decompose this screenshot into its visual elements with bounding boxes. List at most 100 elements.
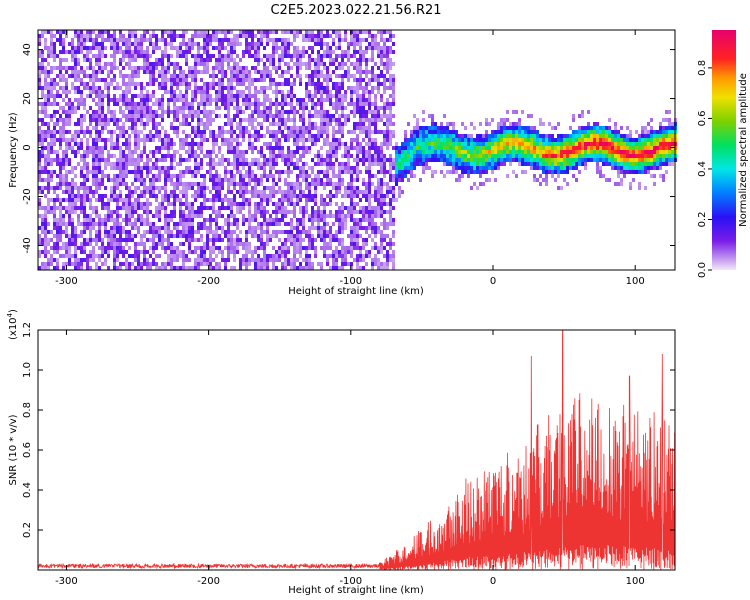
- spectrogram-cell: [134, 258, 137, 262]
- spectrogram-cell: [164, 110, 167, 114]
- spectrogram-cell: [224, 98, 227, 102]
- spectrogram-cell: [146, 198, 149, 202]
- spectrogram-cell: [155, 62, 158, 66]
- spectrogram-cell: [194, 90, 197, 94]
- spectrogram-cell: [335, 218, 338, 222]
- spectrogram-cell: [254, 202, 257, 206]
- spectrogram-cell: [257, 42, 260, 46]
- spectrogram-cell: [191, 70, 194, 74]
- spectrogram-cell: [233, 154, 236, 158]
- spectrogram-cell: [83, 130, 86, 134]
- spectrogram-cell: [392, 74, 395, 78]
- spectrogram-cell: [119, 130, 122, 134]
- spectrogram-cell: [131, 262, 134, 266]
- spectrogram-cell: [236, 74, 239, 78]
- spectrogram-cell: [254, 186, 257, 190]
- spectrogram-cell: [146, 202, 149, 206]
- spectrogram-cell: [128, 210, 131, 214]
- spectrogram-cell: [305, 202, 308, 206]
- spectrogram-cell: [83, 226, 86, 230]
- spectrogram-cell: [65, 246, 68, 250]
- spectrogram-cell: [320, 266, 323, 270]
- spectrogram-cell: [371, 90, 374, 94]
- spectrogram-cell: [104, 38, 107, 42]
- spectrogram-cell: [362, 182, 365, 186]
- spectrogram-cell: [290, 94, 293, 98]
- spectrogram-cell: [371, 54, 374, 58]
- spectrogram-cell: [161, 118, 164, 122]
- spectrogram-cell: [137, 250, 140, 254]
- spectrogram-cell: [374, 98, 377, 102]
- spectrogram-cell: [359, 258, 362, 262]
- spectrogram-cell: [233, 114, 236, 118]
- spectrogram-cell: [359, 250, 362, 254]
- spectrogram-cell: [209, 154, 212, 158]
- spectrogram-cell: [224, 198, 227, 202]
- spectrogram-cell: [251, 54, 254, 58]
- spectrogram-cell: [101, 218, 104, 222]
- spectrogram-cell: [296, 150, 299, 154]
- spectrogram-cell: [365, 210, 368, 214]
- spectrogram-cell: [101, 102, 104, 106]
- spectrogram-cell: [392, 162, 395, 166]
- spectrogram-cell: [194, 98, 197, 102]
- spectrogram-cell: [290, 154, 293, 158]
- spectrogram-cell: [113, 38, 116, 42]
- spectrogram-cell: [221, 70, 224, 74]
- spectrogram-cell: [194, 86, 197, 90]
- spectrogram-cell: [275, 142, 278, 146]
- spectrogram-cell: [71, 74, 74, 78]
- spectrogram-cell: [95, 266, 98, 270]
- spectrogram-cell: [302, 210, 305, 214]
- spectrogram-cell: [125, 54, 128, 58]
- spectrogram-cell: [194, 230, 197, 234]
- spectrogram-cell: [308, 150, 311, 154]
- spectrogram-cell: [203, 110, 206, 114]
- spectrogram-cell: [197, 110, 200, 114]
- spectrogram-cell: [314, 70, 317, 74]
- spectrogram-cell: [341, 170, 344, 174]
- spectrogram-cell: [203, 66, 206, 70]
- spectrogram-cell: [65, 114, 68, 118]
- spectrogram-cell: [344, 262, 347, 266]
- spectrogram-cell: [221, 82, 224, 86]
- spectrogram-cell: [89, 190, 92, 194]
- spectrogram-cell: [413, 138, 416, 142]
- spectrogram-cell: [197, 130, 200, 134]
- spectrogram-cell: [149, 130, 152, 134]
- spectrogram-cell: [80, 50, 83, 54]
- spectrogram-cell: [176, 194, 179, 198]
- spectrogram-cell: [233, 166, 236, 170]
- spectrogram-cell: [89, 206, 92, 210]
- spectrogram-cell: [218, 194, 221, 198]
- spectrogram-cell: [68, 98, 71, 102]
- spectrogram-cell: [122, 150, 125, 154]
- spectrogram-cell: [176, 62, 179, 66]
- spectrogram-cell: [278, 66, 281, 70]
- spectrogram-cell: [125, 242, 128, 246]
- spectrogram-cell: [164, 222, 167, 226]
- spectrogram-cell: [269, 38, 272, 42]
- spectrogram-cell: [62, 130, 65, 134]
- spectrogram-cell: [320, 126, 323, 130]
- spectrogram-cell: [113, 238, 116, 242]
- spectrogram-cell: [383, 30, 386, 34]
- spectrogram-cell: [314, 94, 317, 98]
- spectrogram-cell: [290, 222, 293, 226]
- spectrogram-cell: [362, 94, 365, 98]
- spectrogram-cell: [143, 94, 146, 98]
- spectrogram-cell: [362, 154, 365, 158]
- spectrogram-cell: [227, 238, 230, 242]
- spectrogram-cell: [167, 30, 170, 34]
- spectrogram-cell: [356, 242, 359, 246]
- spectrogram-cell: [302, 190, 305, 194]
- spectrogram-cell: [122, 206, 125, 210]
- spectrogram-cell: [50, 254, 53, 258]
- spectrogram-cell: [137, 70, 140, 74]
- spectrogram-cell: [161, 262, 164, 266]
- spectrogram-cell: [242, 206, 245, 210]
- spectrogram-cell: [215, 246, 218, 250]
- spectrogram-cell: [152, 250, 155, 254]
- spectrogram-cell: [107, 62, 110, 66]
- spectrogram-cell: [350, 246, 353, 250]
